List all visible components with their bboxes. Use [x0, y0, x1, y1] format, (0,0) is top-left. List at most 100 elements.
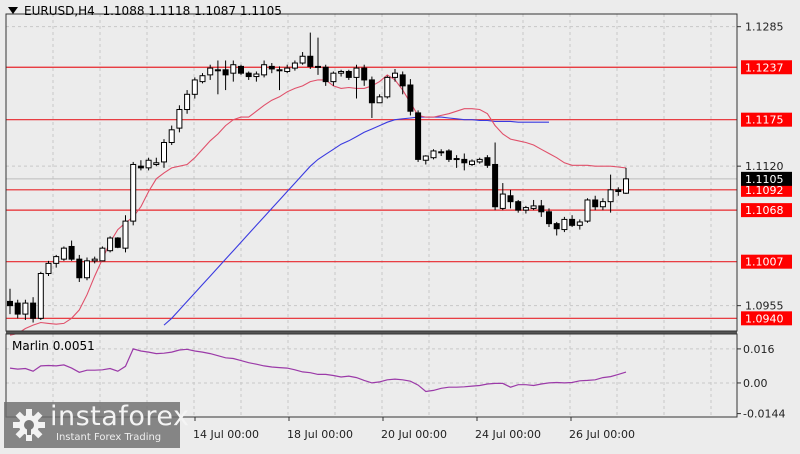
candle [22, 299, 29, 321]
candle [584, 198, 591, 223]
candle [60, 246, 67, 261]
candle [130, 161, 137, 226]
candle [507, 189, 514, 209]
candle [291, 60, 298, 71]
candle [114, 237, 121, 249]
ohlc-values: 1.1088 1.1118 1.1087 1.1105 [102, 4, 282, 18]
candle [561, 216, 568, 233]
current-price-label: 1.1105 [745, 173, 784, 186]
level-price-label: 1.1237 [745, 61, 784, 74]
main-pane [6, 14, 737, 331]
time-tick-label: 20 Jul 00:00 [381, 428, 447, 441]
price-tick-label: 1.1285 [745, 21, 784, 34]
candle [207, 64, 214, 80]
candle [476, 157, 483, 164]
candle [461, 153, 468, 171]
candle [623, 167, 629, 195]
collapse-triangle-icon[interactable] [8, 7, 18, 14]
candle [307, 32, 314, 69]
candle [484, 155, 491, 168]
candlesticks [7, 32, 629, 323]
candle [407, 79, 414, 116]
candle [107, 236, 114, 253]
candle [76, 254, 83, 282]
level-price-label: 1.0940 [745, 312, 784, 325]
price-axis[interactable]: 1.1285 1.1120 1.0955 1.1237 1.1175 1.1092 1.10… [737, 21, 792, 326]
candle [30, 297, 37, 323]
oscillator-axis: 0.016 0.00 -0.0144 [737, 343, 785, 421]
candle [576, 219, 583, 230]
candle [492, 142, 499, 211]
candle [330, 71, 337, 86]
candle [453, 155, 460, 168]
candle [445, 149, 452, 162]
candle [384, 75, 391, 99]
candle [53, 254, 60, 268]
candle [230, 60, 237, 82]
gear-icon [13, 409, 45, 441]
logo-name: instaforex [50, 401, 190, 432]
candle [515, 199, 522, 213]
candle [153, 157, 160, 167]
candle [68, 240, 75, 261]
level-price-label: 1.1092 [745, 184, 784, 197]
candle [415, 110, 422, 162]
time-tick-label: 18 Jul 00:00 [287, 428, 353, 441]
candle [84, 257, 90, 281]
candle [399, 71, 406, 95]
candle [592, 195, 599, 211]
candle [499, 183, 506, 211]
chart-header: EURUSD,H4 1.1088 1.1118 1.1087 1.1105 [8, 4, 282, 18]
candle [168, 125, 175, 146]
slow-moving-average [163, 116, 549, 326]
candle [538, 199, 545, 217]
candle [261, 60, 268, 78]
candle [422, 155, 429, 165]
candle [284, 64, 291, 74]
candle [214, 60, 221, 95]
candle [430, 149, 437, 160]
candle [222, 60, 229, 91]
candle [14, 299, 21, 319]
candle [530, 199, 537, 211]
oscillator-tick-label: -0.0144 [743, 408, 785, 421]
candle [569, 215, 576, 228]
candle [392, 68, 398, 82]
candle [615, 187, 622, 196]
time-axis[interactable]: 14 Jul 00:00 18 Jul 00:00 20 Jul 00:00 24 J… [193, 417, 635, 441]
candle [607, 174, 614, 213]
candle [199, 73, 206, 84]
marlin-oscillator-line [9, 348, 627, 393]
candle [161, 139, 167, 168]
candle [99, 246, 106, 262]
support-resistance-levels [6, 66, 737, 319]
price-tick-label: 1.1120 [745, 160, 784, 173]
level-price-label: 1.1068 [745, 204, 784, 217]
candle [122, 215, 129, 253]
candle [322, 64, 329, 86]
candle [91, 256, 98, 264]
candle [37, 271, 44, 321]
candle [353, 64, 360, 99]
level-price-label: 1.1007 [745, 256, 784, 269]
candle [438, 149, 445, 157]
candle [469, 159, 475, 167]
candle [345, 69, 352, 80]
time-tick-label: 24 Jul 00:00 [475, 428, 541, 441]
time-tick-label: 14 Jul 00:00 [193, 428, 259, 441]
instaforex-logo: instaforex Instant Forex Trading [4, 401, 189, 448]
candle [599, 198, 606, 211]
symbol-timeframe: EURUSD,H4 [24, 4, 95, 18]
level-price-label: 1.1175 [745, 114, 784, 127]
candle [253, 71, 260, 82]
candle [184, 90, 191, 114]
candle [45, 260, 52, 277]
candle [299, 52, 306, 65]
candle [7, 288, 13, 315]
price-tick-label: 1.0955 [745, 300, 784, 313]
candle [276, 66, 283, 91]
candle [338, 69, 345, 77]
candle [145, 157, 152, 171]
